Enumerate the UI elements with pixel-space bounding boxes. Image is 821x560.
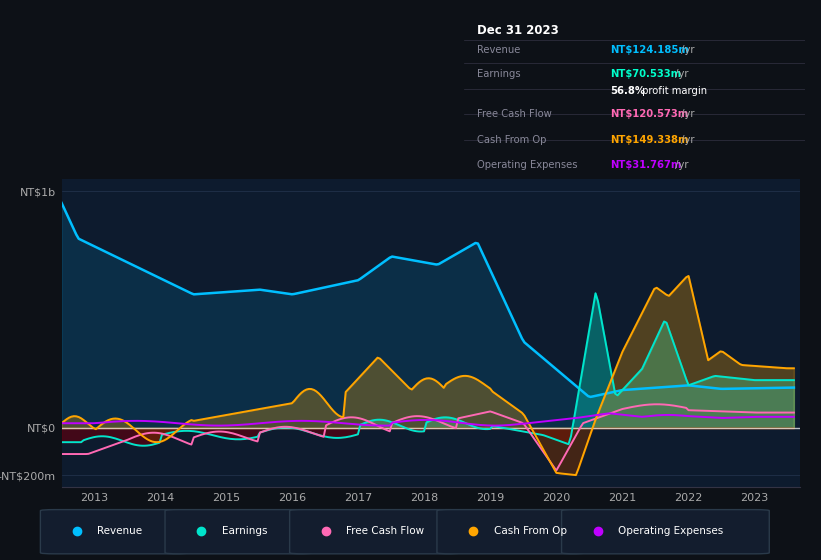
Text: 56.8%: 56.8% xyxy=(610,86,645,96)
FancyBboxPatch shape xyxy=(165,510,312,554)
Text: NT$124.185m: NT$124.185m xyxy=(610,45,690,55)
Text: Free Cash Flow: Free Cash Flow xyxy=(346,526,424,536)
Text: /yr: /yr xyxy=(678,45,695,55)
Text: Earnings: Earnings xyxy=(478,69,521,80)
Text: /yr: /yr xyxy=(678,135,695,145)
Text: Operating Expenses: Operating Expenses xyxy=(618,526,723,536)
Text: /yr: /yr xyxy=(672,69,688,80)
Text: Cash From Op: Cash From Op xyxy=(493,526,566,536)
Text: NT$149.338m: NT$149.338m xyxy=(610,135,689,145)
Text: Free Cash Flow: Free Cash Flow xyxy=(478,110,553,119)
FancyBboxPatch shape xyxy=(437,510,585,554)
FancyBboxPatch shape xyxy=(290,510,460,554)
Text: Earnings: Earnings xyxy=(222,526,267,536)
Text: profit margin: profit margin xyxy=(640,86,708,96)
Text: NT$70.533m: NT$70.533m xyxy=(610,69,681,80)
Text: NT$120.573m: NT$120.573m xyxy=(610,110,689,119)
Text: Cash From Op: Cash From Op xyxy=(478,135,547,145)
Text: NT$31.767m: NT$31.767m xyxy=(610,160,681,170)
Text: Revenue: Revenue xyxy=(478,45,521,55)
Text: /yr: /yr xyxy=(678,110,695,119)
FancyBboxPatch shape xyxy=(562,510,769,554)
Text: Operating Expenses: Operating Expenses xyxy=(478,160,578,170)
FancyBboxPatch shape xyxy=(40,510,188,554)
Text: /yr: /yr xyxy=(672,160,688,170)
Text: Dec 31 2023: Dec 31 2023 xyxy=(478,24,559,37)
Text: Revenue: Revenue xyxy=(97,526,142,536)
